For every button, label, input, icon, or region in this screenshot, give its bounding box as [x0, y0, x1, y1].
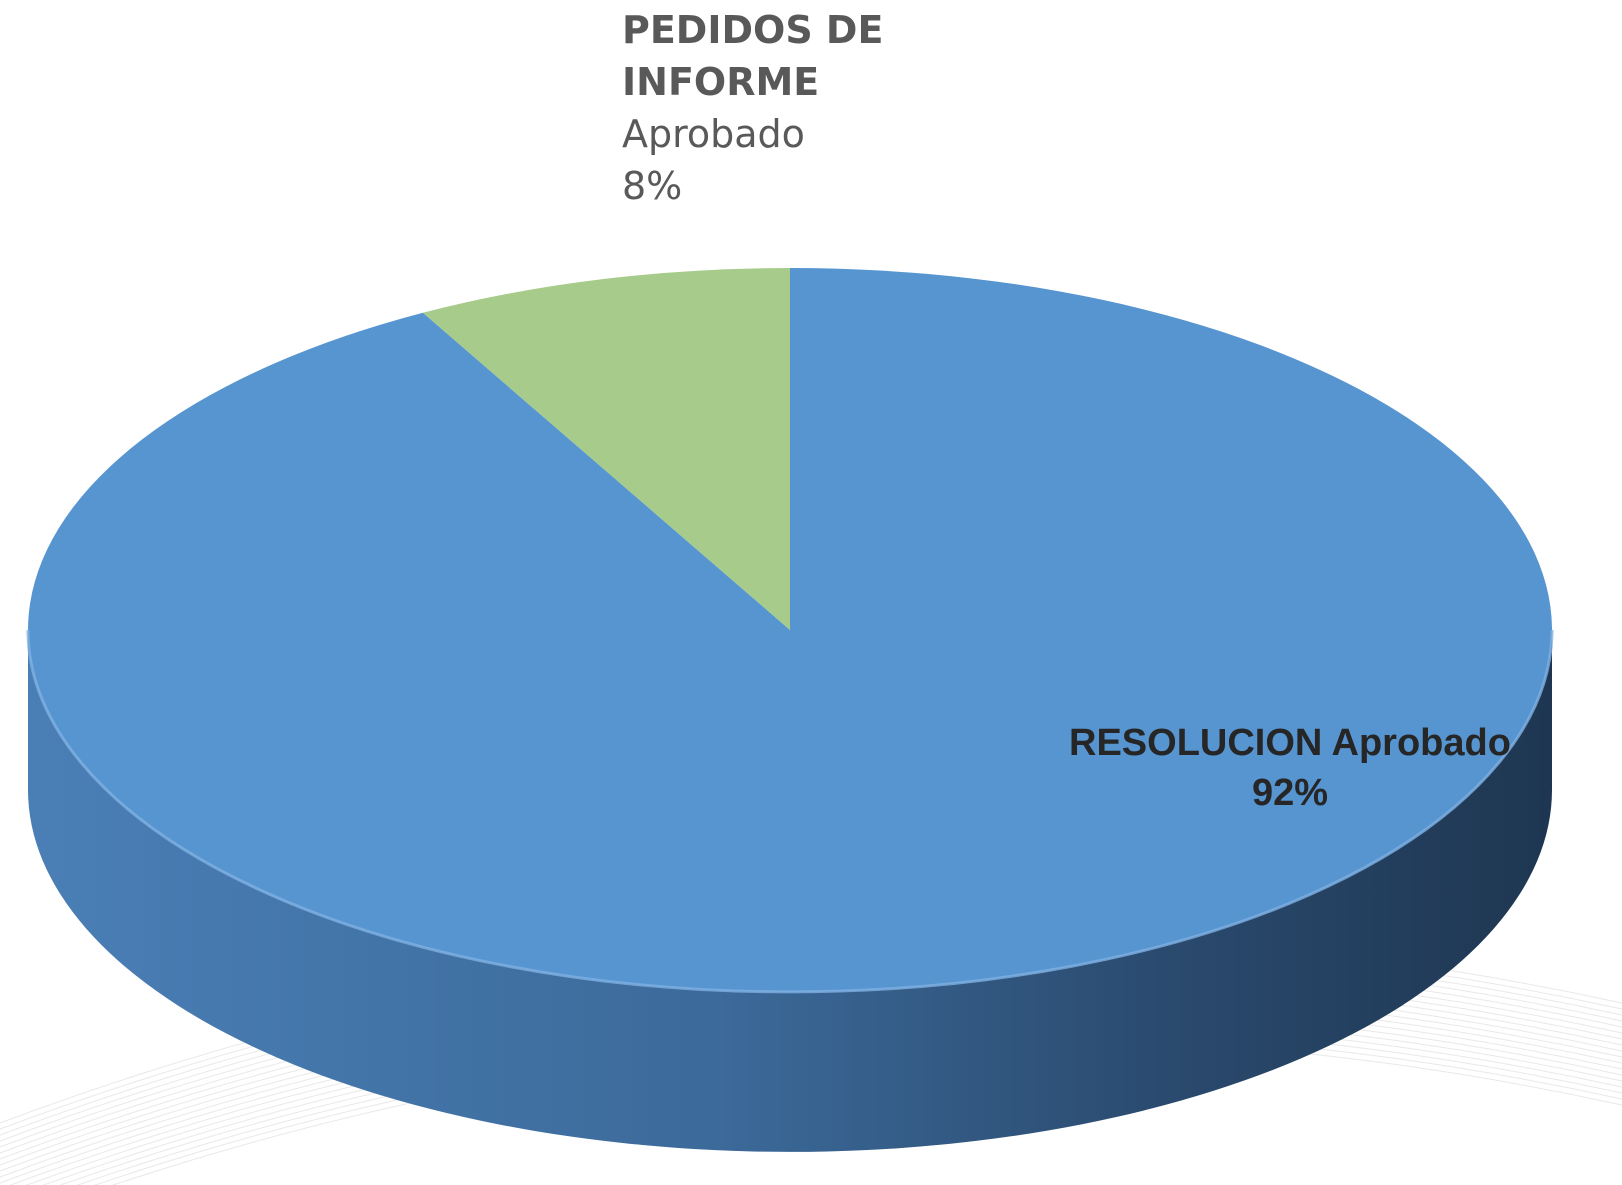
data-label-resolucion: RESOLUCION Aprobado 92% [1030, 718, 1550, 818]
data-label-pedidos-series: Aprobado [622, 112, 805, 156]
data-label-resolucion-series: Aprobado [1331, 722, 1511, 764]
data-label-resolucion-category: RESOLUCION [1069, 722, 1323, 764]
pie-side-wall [28, 630, 1552, 1152]
data-label-pedidos: PEDIDOS DE INFORME Aprobado 8% [622, 4, 912, 212]
data-label-pedidos-percent: 8% [622, 164, 683, 208]
pie-slices [28, 268, 1553, 992]
pie-slice-0 [28, 268, 1553, 992]
data-label-pedidos-category: PEDIDOS DE INFORME [622, 8, 884, 104]
pie-slice-1 [422, 268, 790, 630]
data-label-resolucion-percent: 92% [1251, 772, 1329, 814]
pie-rim-highlight [26, 629, 1554, 994]
